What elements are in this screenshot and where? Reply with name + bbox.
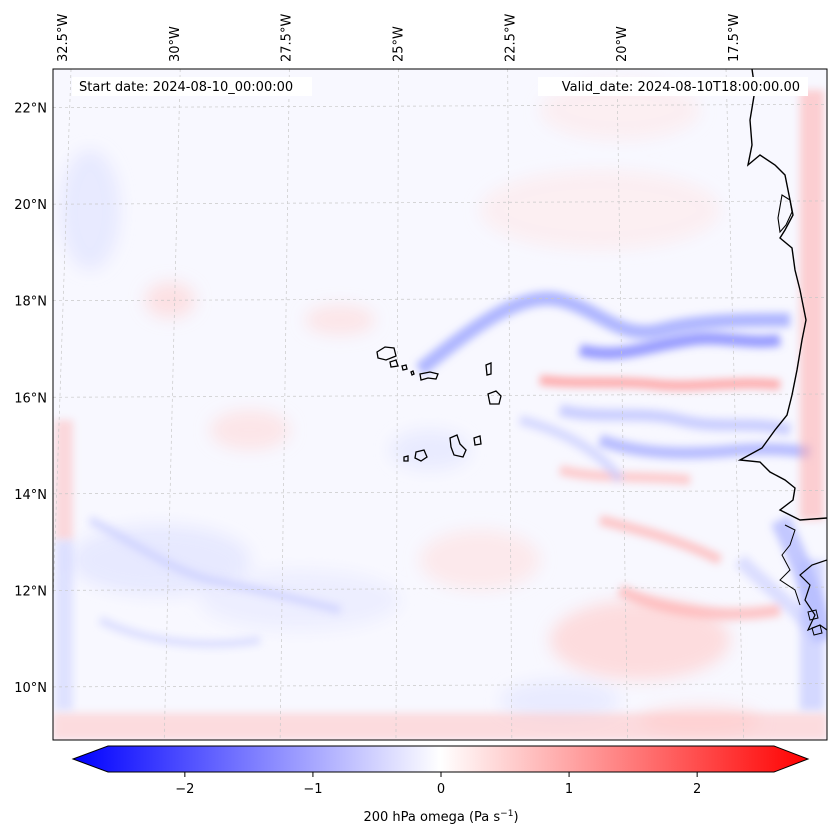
boundary-band-bottom: [53, 713, 827, 740]
latitude-label: 16°N: [14, 391, 47, 406]
valid-date-box: Valid_date: 2024-08-10T18:00:00.00: [538, 77, 808, 96]
omega-patch: [500, 680, 620, 720]
island-outline: [807, 609, 819, 621]
map-panel: Start date: 2024-08-10_00:00:00 Valid_da…: [14, 14, 828, 741]
meridian-line: [395, 69, 399, 740]
longitude-label: 22.5°W: [503, 14, 518, 62]
island-outline: [376, 346, 397, 361]
longitude-label: 30°W: [168, 26, 183, 62]
latitude-label: 10°N: [14, 681, 47, 696]
valid-date-background: [538, 77, 808, 96]
omega-band: [598, 515, 723, 565]
omega-patch: [480, 170, 720, 250]
colorbar-bar: [71, 745, 810, 773]
start-date-box: Start date: 2024-08-10_00:00:00: [72, 77, 312, 96]
island-outline: [449, 434, 467, 458]
meridian-line: [507, 69, 513, 740]
coastline: [779, 524, 801, 606]
colorbar-label-suffix: ): [513, 810, 518, 825]
start-date-text: Start date: 2024-08-10_00:00:00: [79, 80, 293, 95]
meridian-line: [279, 69, 290, 740]
longitude-label: 20°W: [615, 26, 630, 62]
coastline: [737, 69, 827, 521]
latitude-labels: 22°N 20°N 18°N 16°N 14°N 12°N 10°N: [14, 102, 47, 696]
colorbar-tick-label: 0: [437, 782, 445, 797]
omega-patch: [210, 410, 290, 450]
longitude-label: 25°W: [391, 26, 406, 62]
omega-band: [518, 415, 625, 483]
island-outline: [403, 455, 409, 462]
colorbar-label-exponent: −1: [500, 809, 513, 819]
omega-patch: [145, 282, 195, 318]
omega-band: [578, 332, 781, 360]
omega-band: [597, 434, 811, 459]
colorbar-tick-label: 1: [565, 782, 573, 797]
colorbar-label: 200 hPa omega (Pa s−1): [363, 809, 518, 825]
longitude-label: 27.5°W: [280, 14, 295, 62]
island-outline: [410, 370, 415, 376]
boundary-band-left: [55, 420, 73, 540]
omega-field: [53, 69, 827, 740]
omega-band: [98, 616, 261, 648]
longitude-label: 17.5°W: [727, 14, 742, 62]
omega-band: [617, 584, 781, 620]
island-outline: [473, 435, 482, 446]
boundary-band-left: [55, 540, 73, 710]
longitude-labels: 32.5°W 30°W 27.5°W 25°W 22.5°W 20°W 17.5°W: [56, 14, 742, 62]
colorbar-tick-label: −1: [303, 782, 322, 797]
meridian-line: [616, 69, 629, 740]
omega-patch: [420, 530, 540, 590]
omega-patch: [550, 600, 730, 680]
colorbar-ticks: −2 −1 0 1 2: [175, 772, 701, 797]
latitude-label: 14°N: [14, 488, 47, 503]
island-outline: [389, 359, 399, 368]
boundary-band-right: [800, 560, 824, 710]
island-outline: [401, 364, 408, 371]
island-outline: [485, 362, 492, 376]
omega-patch: [60, 150, 120, 270]
latitude-label: 22°N: [14, 102, 47, 117]
colorbar-tick-label: 2: [693, 782, 701, 797]
gridlines: [53, 69, 827, 740]
omega-band: [88, 516, 341, 614]
omega-band: [558, 404, 792, 436]
map-frame: [52, 68, 828, 741]
longitude-label: 32.5°W: [56, 14, 71, 62]
latitude-label: 12°N: [14, 584, 47, 599]
island-outline: [419, 371, 439, 381]
island-outline: [811, 624, 823, 636]
island-outline: [414, 449, 428, 462]
latitude-label: 20°N: [14, 198, 47, 213]
boundary-band-right: [800, 90, 824, 520]
coastline: [777, 194, 793, 234]
valid-date-text: Valid_date: 2024-08-10T18:00:00.00: [562, 80, 800, 95]
colorbar: −2 −1 0 1 2 200 hPa omega (Pa s−1): [71, 745, 810, 825]
cape-verde-islands: [376, 346, 502, 462]
omega-band: [415, 291, 791, 376]
colorbar-label-prefix: 200 hPa omega (Pa s: [363, 810, 500, 825]
island-outline: [487, 390, 502, 405]
latitude-label: 18°N: [14, 295, 47, 310]
omega-patch: [305, 305, 375, 335]
meridian-line: [725, 69, 744, 740]
colorbar-tick-label: −2: [175, 782, 194, 797]
start-date-background: [72, 77, 312, 96]
meridian-line: [163, 69, 181, 740]
omega-band: [539, 375, 781, 391]
